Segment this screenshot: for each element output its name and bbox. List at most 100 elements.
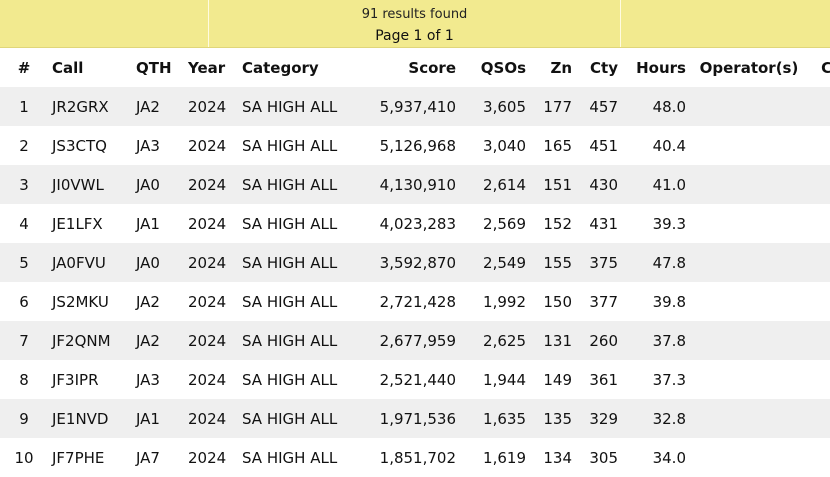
hours-cell: 37.8 (622, 321, 690, 360)
zones-cell: 151 (530, 165, 576, 204)
results-table: # Call QTH Year Category Score QSOs Zn C… (0, 48, 830, 477)
zones-cell: 177 (530, 87, 576, 126)
year-cell: 2024 (184, 126, 238, 165)
col-header-zn[interactable]: Zn (550, 58, 572, 77)
table-row: 1 JR2GRX JA2 2024 SA HIGH ALL 5,937,410 3,605 1… (0, 87, 830, 126)
rank-cell: 4 (0, 204, 48, 243)
col-header-year[interactable]: Year (188, 58, 226, 77)
score-cell: 2,521,440 (354, 360, 460, 399)
category-cell: SA HIGH ALL (238, 321, 354, 360)
table-row: 7 JF2QNM JA2 2024 SA HIGH ALL 2,677,959 2,625 1… (0, 321, 830, 360)
operators-cell (690, 438, 808, 477)
rank-cell: 8 (0, 360, 48, 399)
countries-cell: 451 (576, 126, 622, 165)
category-cell: SA HIGH ALL (238, 360, 354, 399)
callsign-link[interactable]: JF2QNM (52, 331, 111, 350)
qth-cell: JA0 (132, 165, 184, 204)
operators-cell (690, 282, 808, 321)
callsign-link[interactable]: JE1NVD (52, 409, 109, 428)
qsos-cell: 3,040 (460, 126, 530, 165)
page-indicator: Page 1 of 1 (375, 28, 454, 44)
table-row: 5 JA0FVU JA0 2024 SA HIGH ALL 3,592,870 2,549 1… (0, 243, 830, 282)
qth-cell: JA1 (132, 399, 184, 438)
operators-cell (690, 204, 808, 243)
callsign-link[interactable]: JS2MKU (52, 292, 109, 311)
zones-cell: 150 (530, 282, 576, 321)
col-header-call[interactable]: Call (52, 58, 84, 77)
year-cell: 2024 (184, 360, 238, 399)
call-cell: JF3IPR (48, 360, 132, 399)
year-cell: 2024 (184, 204, 238, 243)
col-header-category[interactable]: Category (242, 58, 319, 77)
cert-cell (808, 438, 830, 477)
col-header-cty[interactable]: Cty (590, 58, 618, 77)
cert-cell (808, 204, 830, 243)
score-cell: 5,937,410 (354, 87, 460, 126)
banner-left-cell (0, 0, 209, 47)
qsos-cell: 1,944 (460, 360, 530, 399)
qsos-cell: 2,625 (460, 321, 530, 360)
col-header-score[interactable]: Score (408, 58, 456, 77)
callsign-link[interactable]: JA0FVU (52, 253, 106, 272)
col-header-rank[interactable]: # (17, 58, 31, 77)
col-header-hours[interactable]: Hours (636, 58, 686, 77)
table-row: 4 JE1LFX JA1 2024 SA HIGH ALL 4,023,283 2,569 1… (0, 204, 830, 243)
hours-cell: 39.8 (622, 282, 690, 321)
operators-cell (690, 360, 808, 399)
year-cell: 2024 (184, 87, 238, 126)
col-header-operators[interactable]: Operator(s) (699, 58, 799, 77)
results-table-body: 1 JR2GRX JA2 2024 SA HIGH ALL 5,937,410 3,605 1… (0, 87, 830, 477)
qsos-cell: 1,619 (460, 438, 530, 477)
operators-cell (690, 243, 808, 282)
callsign-link[interactable]: JF3IPR (52, 370, 99, 389)
table-row: 10 JF7PHE JA7 2024 SA HIGH ALL 1,851,702 1,619… (0, 438, 830, 477)
zones-cell: 134 (530, 438, 576, 477)
category-cell: SA HIGH ALL (238, 126, 354, 165)
cert-cell (808, 126, 830, 165)
cert-cell (808, 399, 830, 438)
zones-cell: 152 (530, 204, 576, 243)
year-cell: 2024 (184, 243, 238, 282)
call-cell: JF2QNM (48, 321, 132, 360)
rank-cell: 7 (0, 321, 48, 360)
results-banner: 91 results found Page 1 of 1 (0, 0, 830, 48)
cert-cell (808, 282, 830, 321)
category-cell: SA HIGH ALL (238, 438, 354, 477)
call-cell: JF7PHE (48, 438, 132, 477)
rank-cell: 1 (0, 87, 48, 126)
qsos-cell: 2,614 (460, 165, 530, 204)
zones-cell: 135 (530, 399, 576, 438)
table-row: 8 JF3IPR JA3 2024 SA HIGH ALL 2,521,440 1,944 1… (0, 360, 830, 399)
rank-cell: 5 (0, 243, 48, 282)
zones-cell: 149 (530, 360, 576, 399)
rank-cell: 6 (0, 282, 48, 321)
callsign-link[interactable]: JI0VWL (52, 175, 104, 194)
year-cell: 2024 (184, 438, 238, 477)
category-cell: SA HIGH ALL (238, 204, 354, 243)
call-cell: JI0VWL (48, 165, 132, 204)
countries-cell: 305 (576, 438, 622, 477)
callsign-link[interactable]: JE1LFX (52, 214, 103, 233)
callsign-link[interactable]: JR2GRX (52, 97, 109, 116)
operators-cell (690, 321, 808, 360)
table-row: 6 JS2MKU JA2 2024 SA HIGH ALL 2,721,428 1,992 1… (0, 282, 830, 321)
countries-cell: 329 (576, 399, 622, 438)
cert-cell (808, 243, 830, 282)
callsign-link[interactable]: JF7PHE (52, 448, 105, 467)
banner-center-cell: 91 results found Page 1 of 1 (209, 0, 621, 47)
col-header-qth[interactable]: QTH (136, 58, 172, 77)
hours-cell: 48.0 (622, 87, 690, 126)
countries-cell: 361 (576, 360, 622, 399)
rank-cell: 9 (0, 399, 48, 438)
category-cell: SA HIGH ALL (238, 87, 354, 126)
score-cell: 2,677,959 (354, 321, 460, 360)
call-cell: JS2MKU (48, 282, 132, 321)
cert-cell (808, 165, 830, 204)
year-cell: 2024 (184, 321, 238, 360)
col-header-qsos[interactable]: QSOs (480, 58, 526, 77)
callsign-link[interactable]: JS3CTQ (52, 136, 107, 155)
qth-cell: JA3 (132, 360, 184, 399)
hours-cell: 47.8 (622, 243, 690, 282)
score-cell: 4,023,283 (354, 204, 460, 243)
qth-cell: JA1 (132, 204, 184, 243)
